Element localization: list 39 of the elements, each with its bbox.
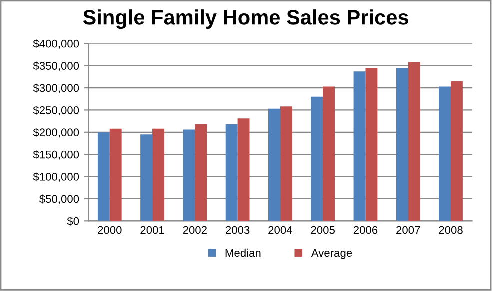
legend-label: Median [226,248,261,258]
chart-title: Single Family Home Sales Prices [83,10,408,30]
y-tick-label: $250,000 [33,106,80,116]
bar [439,86,451,222]
x-tick-label: 2008 [439,226,463,234]
x-tick-label: 2007 [396,226,420,234]
y-tick-label: $400,000 [33,39,80,50]
bar [366,68,378,222]
bar [98,132,110,222]
bar [280,106,292,222]
x-tick-label: 2002 [183,226,207,234]
x-tick-label: 2001 [140,226,164,234]
y-tick-label: $200,000 [33,128,80,138]
x-tick-label: 2006 [354,226,378,234]
y-tick-label: $50,000 [39,194,80,204]
y-tick-label: $0 [67,216,80,226]
bar [183,130,196,222]
bar [396,68,408,222]
x-tick-label: 2004 [268,226,292,234]
bar [311,96,324,222]
bar [354,72,366,222]
y-tick-label: $150,000 [33,150,80,160]
bar [268,108,280,222]
bar [195,124,208,222]
y-tick-label: $350,000 [33,62,80,72]
bar [152,128,164,222]
x-tick-label: 2003 [226,226,250,234]
bar [110,128,122,222]
y-tick-label: $100,000 [33,172,80,182]
bar [408,62,420,222]
bar [140,134,153,222]
bar [451,81,463,222]
x-tick-label: 2000 [98,226,122,234]
y-tick-label: $300,000 [33,84,80,94]
x-tick-label: 2005 [311,226,335,234]
bar [226,124,238,222]
legend-label: Average [311,249,352,260]
bar [323,86,336,222]
bar [238,118,250,222]
